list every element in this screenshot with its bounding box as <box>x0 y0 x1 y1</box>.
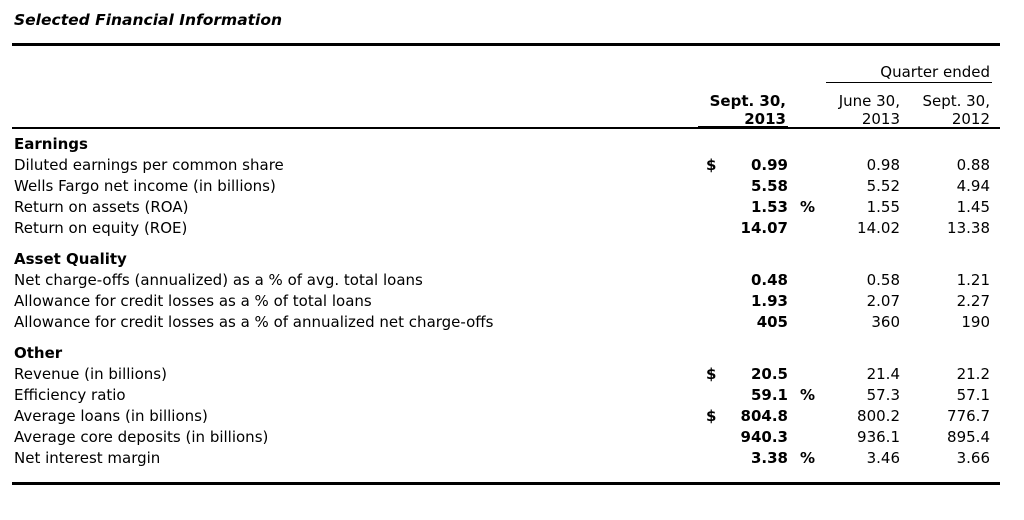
currency-symbol: $ <box>706 365 717 383</box>
current-quarter-value: 0.99 <box>750 156 788 174</box>
row-label: Average loans (in billions) <box>14 407 208 425</box>
currency-symbol: $ <box>706 407 717 425</box>
prior-quarter-value: 0.98 <box>866 156 900 174</box>
col-prior-year-header-line1: Sept. 30, <box>922 92 990 110</box>
document-title: Selected Financial Information <box>14 11 283 29</box>
current-quarter-value: 405 <box>756 313 788 331</box>
prior-quarter-value: 1.55 <box>866 198 900 216</box>
col-prior-quarter-header-line2: 2013 <box>861 110 900 128</box>
prior-quarter-value: 5.52 <box>866 177 900 195</box>
prior-year-value: 2.27 <box>956 292 990 310</box>
prior-year-value: 21.2 <box>956 365 990 383</box>
row-label: Net interest margin <box>14 449 161 467</box>
prior-quarter-value: 3.46 <box>866 449 900 467</box>
prior-year-value: 776.7 <box>947 407 990 425</box>
prior-year-value: 190 <box>961 313 990 331</box>
col-current-header-rule <box>698 126 788 127</box>
quarter-ended-rule <box>826 82 992 83</box>
prior-year-value: 1.21 <box>956 271 990 289</box>
prior-year-value: 1.45 <box>956 198 990 216</box>
top-rule <box>12 43 1000 46</box>
col-prior-quarter-header-line1: June 30, <box>838 92 900 110</box>
row-label: Allowance for credit losses as a % of an… <box>14 313 494 331</box>
row-label: Revenue (in billions) <box>14 365 167 383</box>
col-current-header-line2: 2013 <box>744 110 786 128</box>
col-current-header-line1: Sept. 30, <box>709 92 786 110</box>
current-quarter-value: 3.38 <box>750 449 788 467</box>
section-heading: Other <box>14 344 63 362</box>
prior-year-value: 0.88 <box>956 156 990 174</box>
current-quarter-value: 804.8 <box>740 407 788 425</box>
prior-year-value: 3.66 <box>956 449 990 467</box>
current-quarter-value: 1.93 <box>750 292 788 310</box>
prior-quarter-value: 360 <box>871 313 900 331</box>
currency-symbol: $ <box>706 156 717 174</box>
quarter-ended-header: Quarter ended <box>880 63 990 81</box>
current-quarter-value: 0.48 <box>750 271 788 289</box>
row-label: Return on equity (ROE) <box>14 219 188 237</box>
prior-year-value: 895.4 <box>947 428 990 446</box>
section-heading: Earnings <box>14 135 88 153</box>
prior-quarter-value: 936.1 <box>857 428 900 446</box>
row-label: Return on assets (ROA) <box>14 198 189 216</box>
current-quarter-value: 20.5 <box>750 365 788 383</box>
row-label: Average core deposits (in billions) <box>14 428 269 446</box>
row-label: Efficiency ratio <box>14 386 126 404</box>
row-label: Allowance for credit losses as a % of to… <box>14 292 372 310</box>
current-quarter-value: 14.07 <box>740 219 788 237</box>
prior-year-value: 4.94 <box>956 177 990 195</box>
row-label: Diluted earnings per common share <box>14 156 284 174</box>
prior-quarter-value: 0.58 <box>866 271 900 289</box>
prior-quarter-value: 2.07 <box>866 292 900 310</box>
row-label: Net charge-offs (annualized) as a % of a… <box>14 271 423 289</box>
col-prior-year-header-line2: 2012 <box>951 110 990 128</box>
prior-year-value: 13.38 <box>947 219 990 237</box>
current-quarter-value: 1.53 <box>750 198 788 216</box>
prior-quarter-value: 800.2 <box>857 407 900 425</box>
section-heading: Asset Quality <box>14 250 127 268</box>
current-quarter-value: 5.58 <box>750 177 788 195</box>
percent-symbol: % <box>800 449 816 467</box>
current-quarter-value: 59.1 <box>750 386 788 404</box>
prior-year-value: 57.1 <box>956 386 990 404</box>
bottom-rule <box>12 482 1000 485</box>
row-label: Wells Fargo net income (in billions) <box>14 177 276 195</box>
percent-symbol: % <box>800 198 816 216</box>
current-quarter-value: 940.3 <box>740 428 788 446</box>
prior-quarter-value: 21.4 <box>866 365 900 383</box>
header-rule <box>12 127 1000 129</box>
prior-quarter-value: 57.3 <box>866 386 900 404</box>
percent-symbol: % <box>800 386 816 404</box>
prior-quarter-value: 14.02 <box>857 219 900 237</box>
